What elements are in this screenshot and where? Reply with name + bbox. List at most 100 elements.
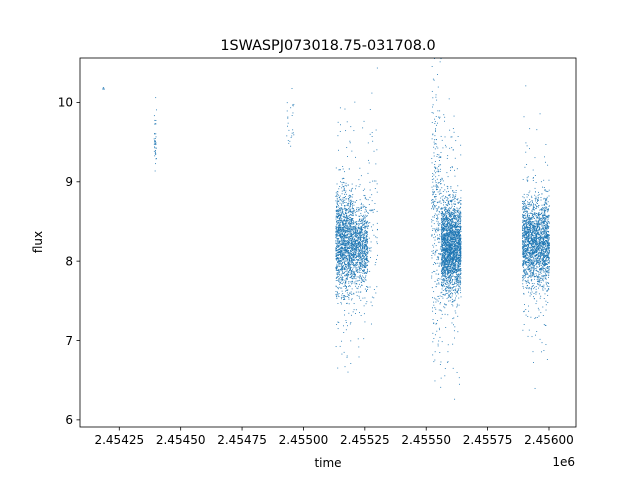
data-point [347,209,349,211]
data-point [458,244,460,245]
data-point [344,366,346,368]
data-point [360,204,362,206]
data-point [359,277,361,279]
data-point [444,253,446,255]
data-point [366,220,368,222]
data-point [344,223,346,225]
data-point [452,266,454,268]
data-point [350,219,352,221]
data-point [451,200,453,202]
data-point [432,307,433,309]
data-point [456,253,457,255]
data-point [355,264,356,266]
data-point [448,285,450,287]
data-point [366,245,368,247]
data-point [340,264,342,266]
data-point [459,274,461,276]
data-point [362,271,364,272]
data-point [451,233,453,234]
data-point [447,262,449,264]
data-point [456,246,458,248]
data-point [434,233,435,235]
data-point [438,175,440,177]
data-point [366,255,368,257]
data-point [353,208,354,209]
data-point [362,279,364,281]
data-point [459,280,461,282]
data-point [454,289,456,291]
data-point [450,223,452,225]
data-point [345,240,347,242]
data-point [341,251,343,252]
data-point [366,224,368,226]
data-point [291,115,293,116]
data-point [336,215,338,217]
data-point [358,255,360,257]
data-point [371,92,373,94]
data-point [446,226,448,228]
data-point [335,241,337,243]
data-point [359,279,361,281]
data-point [345,227,347,229]
data-point [451,289,453,291]
data-point [449,290,451,292]
data-point [366,256,368,258]
data-point [431,186,433,188]
data-point [360,299,362,301]
data-point [452,243,454,245]
data-point [347,237,349,239]
data-point [339,202,341,204]
data-point [452,262,453,264]
data-point [337,232,339,234]
data-point [350,261,352,263]
data-point [454,256,456,258]
data-point [444,219,445,220]
data-point [349,228,351,230]
data-point [445,289,447,291]
data-point [448,276,450,277]
data-point [354,265,356,266]
data-point [432,332,434,334]
data-point [341,212,343,214]
data-point [460,226,462,228]
data-point [362,264,363,266]
data-point [435,198,437,200]
data-point [364,321,366,323]
data-point [349,256,351,258]
data-point [358,224,360,226]
data-point [447,245,449,247]
data-point [351,248,352,250]
data-point [353,303,355,305]
data-point [344,229,346,231]
data-point [452,305,454,307]
data-point [344,108,346,110]
data-point [154,141,156,143]
data-point [447,229,449,231]
data-point [361,227,363,229]
data-point [448,269,450,271]
data-point [352,263,354,265]
data-point [441,264,443,266]
data-point [364,258,366,260]
data-point [341,207,343,209]
data-point [442,213,443,215]
data-point [347,242,349,243]
data-point [438,157,440,159]
data-point [338,293,340,294]
data-point [346,266,348,268]
data-point [460,268,462,270]
data-point [456,218,458,220]
data-point [459,259,461,261]
data-point [367,212,369,214]
data-point [103,87,105,89]
data-point [445,229,447,231]
data-point [354,271,355,273]
data-point [457,252,458,253]
data-point [432,97,434,99]
data-point [452,220,454,222]
data-point [363,223,365,225]
data-point [357,280,359,281]
data-point [443,244,445,246]
data-point [339,222,341,224]
data-point [454,249,456,251]
